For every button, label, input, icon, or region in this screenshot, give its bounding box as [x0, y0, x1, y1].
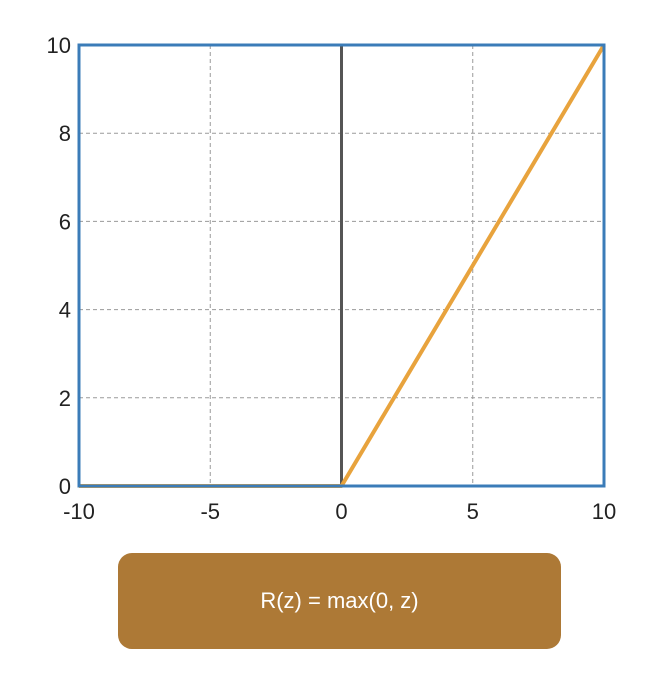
y-tick-labels: 0 2 4 6 8 10 — [47, 33, 71, 499]
formula-text: R(z) = max(0, z) — [260, 588, 419, 613]
y-tick-label: 0 — [59, 474, 71, 499]
y-tick-label: 4 — [59, 298, 71, 323]
x-tick-label: -5 — [200, 499, 220, 524]
x-tick-label: -10 — [63, 499, 95, 524]
x-tick-labels: -10 -5 0 5 10 — [63, 499, 616, 524]
y-tick-label: 8 — [59, 121, 71, 146]
x-tick-label: 10 — [592, 499, 616, 524]
x-tick-label: 5 — [467, 499, 479, 524]
x-tick-label: 0 — [335, 499, 347, 524]
y-tick-label: 6 — [59, 209, 71, 234]
y-tick-label: 2 — [59, 386, 71, 411]
y-tick-label: 10 — [47, 33, 71, 58]
relu-chart: -10 -5 0 5 10 0 2 4 6 8 10 — [47, 33, 617, 524]
formula-box: R(z) = max(0, z) — [118, 553, 561, 649]
plot-frame — [77, 43, 606, 488]
